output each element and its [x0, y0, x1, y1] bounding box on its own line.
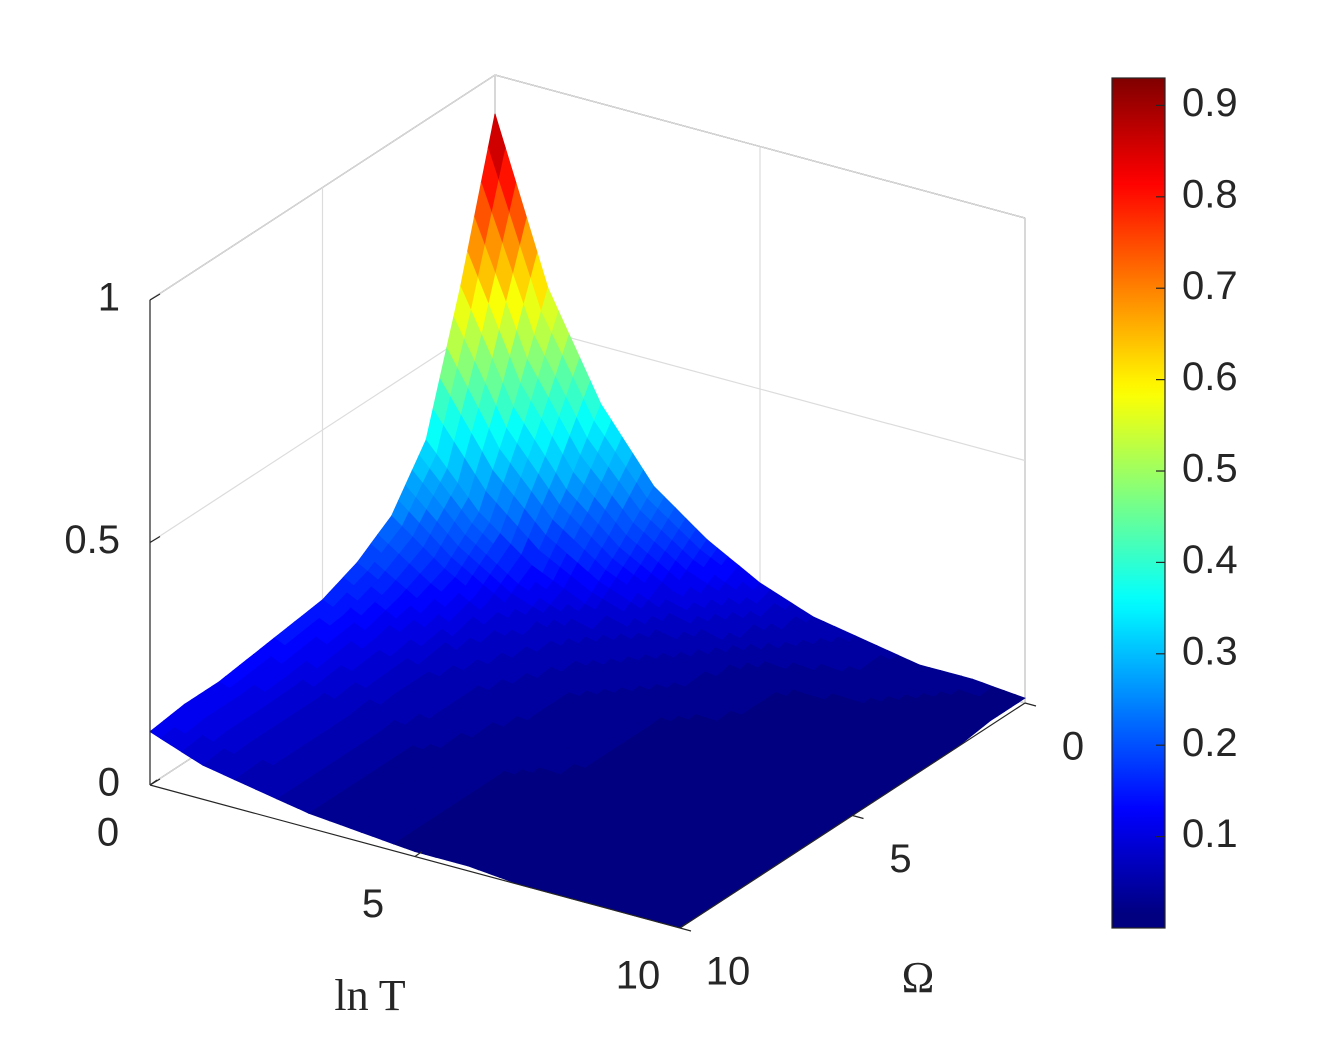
x-tick [414, 851, 423, 857]
colorbar-tick-label: 0.9 [1182, 81, 1238, 125]
grid-line [494, 74, 1026, 219]
y-tick-label: 10 [706, 950, 751, 994]
x-tick-label: 0 [97, 811, 119, 855]
z-tick-label: 0.5 [64, 518, 120, 562]
colorbar-tick-label: 0.8 [1182, 172, 1238, 216]
z-tick [149, 535, 161, 544]
grid-line [149, 316, 496, 544]
x-tick [149, 779, 158, 786]
x-tick-label: 5 [362, 882, 384, 926]
colorbar-tick-label: 0.6 [1182, 355, 1238, 399]
y-tick [679, 927, 692, 932]
z-tick [149, 293, 161, 301]
colorbar-tick-label: 0.4 [1182, 538, 1238, 582]
y-tick-label: 0 [1062, 725, 1084, 769]
z-tick-label: 0 [98, 761, 120, 805]
x-tick-label: 10 [616, 954, 661, 998]
y-tick [852, 814, 864, 820]
grid-line [149, 74, 496, 301]
colorbar-tick-label: 0.1 [1182, 812, 1238, 856]
grid-line [494, 316, 1026, 462]
z-tick-label: 1 [98, 276, 120, 320]
surface [149, 113, 1026, 929]
colorbar-tick-label: 0.2 [1182, 721, 1238, 765]
colorbar-tick-label: 0.3 [1182, 629, 1238, 673]
colorbar: 0.1 0.2 0.3 0.4 0.5 0.6 0.7 0.8 0.9 [1111, 77, 1238, 929]
y-axis-label: Ω [902, 953, 935, 1002]
colorbar-scale [1111, 77, 1166, 929]
x-axis-label: ln T [334, 971, 405, 1020]
y-tick [1024, 702, 1037, 707]
y-tick-label: 5 [889, 837, 911, 881]
x-tick [679, 922, 688, 929]
colorbar-tick-label: 0.5 [1182, 447, 1238, 491]
colorbar-tick-label: 0.7 [1182, 264, 1238, 308]
